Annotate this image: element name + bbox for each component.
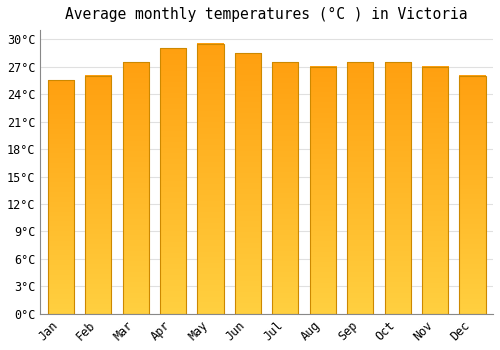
Title: Average monthly temperatures (°C ) in Victoria: Average monthly temperatures (°C ) in Vi…	[66, 7, 468, 22]
